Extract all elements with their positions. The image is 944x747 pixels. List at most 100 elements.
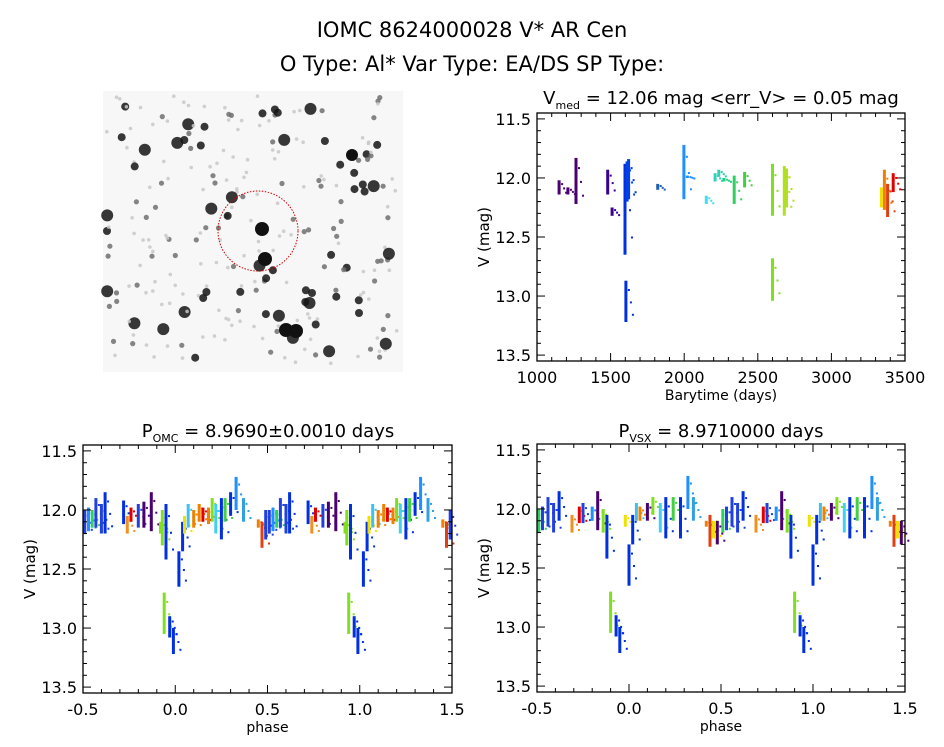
- data-point: [675, 501, 678, 504]
- data-point: [563, 187, 566, 190]
- star: [130, 216, 134, 220]
- data-point-streak: [835, 497, 839, 515]
- star: [257, 249, 261, 253]
- data-point: [245, 502, 248, 505]
- data-point-streak: [164, 504, 168, 560]
- star: [238, 319, 242, 324]
- x-tick-label: 2000: [664, 368, 705, 387]
- data-point: [796, 549, 799, 552]
- data-point: [319, 514, 322, 517]
- data-point: [783, 499, 786, 501]
- star: [272, 309, 285, 322]
- star: [279, 180, 285, 187]
- star: [148, 185, 152, 190]
- star: [105, 129, 109, 134]
- data-point: [778, 509, 781, 512]
- data-point: [736, 181, 739, 184]
- star: [134, 282, 140, 288]
- star: [338, 199, 344, 205]
- star: [128, 317, 141, 330]
- data-point-streak: [793, 591, 797, 633]
- data-point: [631, 552, 633, 555]
- data-point-streak: [614, 615, 618, 637]
- star: [307, 316, 312, 320]
- data-point: [613, 189, 616, 192]
- data-point: [133, 510, 135, 513]
- data-point: [769, 507, 771, 510]
- data-point-streak: [149, 492, 153, 532]
- star: [144, 343, 149, 347]
- figure-title: IOMC 8624000028 V* AR Cen: [316, 18, 628, 42]
- data-point-streak: [271, 507, 275, 532]
- star: [306, 227, 312, 233]
- star: [329, 361, 333, 366]
- star: [272, 157, 277, 161]
- star: [315, 317, 320, 321]
- data-point-streak: [782, 166, 786, 216]
- data-point: [710, 199, 713, 202]
- data-point: [373, 545, 376, 548]
- plot-title: POMC = 8.9690±0.0010 days: [142, 421, 394, 445]
- star: [368, 153, 374, 159]
- star: [334, 183, 339, 188]
- data-point: [743, 526, 746, 529]
- data-point-streak: [848, 497, 852, 539]
- star: [356, 354, 360, 359]
- star: [278, 133, 291, 146]
- data-point: [195, 513, 198, 516]
- data-point: [578, 167, 580, 170]
- star: [235, 308, 241, 314]
- star: [193, 237, 199, 243]
- data-point: [796, 599, 799, 602]
- data-point-streak: [168, 616, 172, 638]
- data-point-streak: [347, 592, 351, 634]
- star: [333, 287, 339, 293]
- star: [199, 262, 203, 266]
- x-tick-label: 1500: [590, 368, 631, 387]
- star: [152, 355, 156, 359]
- star: [127, 319, 131, 324]
- data-point: [135, 514, 137, 517]
- star: [256, 239, 261, 244]
- data-point-streak: [829, 503, 833, 521]
- data-point: [750, 184, 753, 187]
- data-point: [721, 179, 724, 182]
- star: [255, 94, 260, 98]
- data-point: [907, 539, 910, 542]
- data-point: [170, 531, 172, 534]
- star: [132, 231, 136, 236]
- x-tick-label: -0.5: [67, 700, 98, 719]
- star: [293, 360, 298, 365]
- data-point: [631, 181, 634, 184]
- data-point: [452, 542, 455, 545]
- star: [320, 137, 329, 145]
- data-point: [563, 506, 566, 508]
- data-point-streak: [445, 521, 448, 548]
- data-point-streak: [267, 510, 271, 534]
- data-point-streak: [627, 159, 631, 200]
- data-point: [809, 647, 812, 650]
- data-point: [205, 518, 208, 521]
- star: [173, 283, 177, 288]
- data-point: [268, 542, 270, 545]
- star: [226, 265, 230, 270]
- star: [294, 137, 299, 141]
- data-point: [734, 503, 736, 505]
- star: [128, 126, 133, 131]
- star: [332, 292, 341, 301]
- star: [230, 205, 234, 210]
- data-point: [97, 504, 100, 506]
- data-point: [182, 569, 185, 571]
- data-point: [747, 506, 750, 508]
- star: [226, 111, 232, 117]
- data-point-streak: [334, 492, 338, 532]
- star: [308, 289, 316, 297]
- star: [196, 141, 205, 150]
- data-point: [369, 579, 372, 582]
- star: [366, 141, 371, 146]
- data-point-streak: [892, 514, 896, 547]
- data-point: [98, 524, 101, 527]
- data-point: [778, 205, 781, 208]
- star: [303, 347, 307, 352]
- star: [172, 252, 178, 259]
